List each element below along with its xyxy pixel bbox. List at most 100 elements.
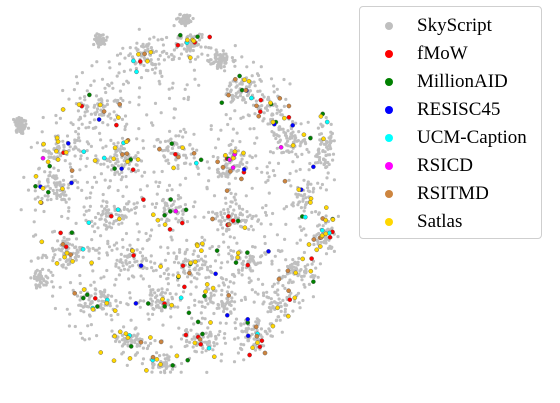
point-skyscript [265,214,268,217]
point-skyscript [171,82,174,85]
point-skyscript [42,116,45,119]
point-skyscript [204,255,207,258]
point-skyscript [99,292,102,295]
point-skyscript [239,322,242,325]
point-skyscript [166,218,169,221]
point-skyscript [127,209,130,212]
point-skyscript [233,338,236,341]
point-skyscript [169,292,172,295]
point-skyscript [184,88,187,91]
point-skyscript [260,222,263,225]
point-skyscript [185,239,188,242]
point-skyscript [288,82,291,85]
point-skyscript [252,228,255,231]
point-skyscript [278,297,281,300]
point-millionaid [187,311,191,315]
point-skyscript [225,113,228,116]
point-satlas [307,242,311,246]
point-satlas [40,240,44,244]
point-skyscript [193,200,196,203]
point-skyscript [178,248,181,251]
point-skyscript [131,264,134,267]
point-skyscript [319,262,322,265]
point-skyscript [323,162,326,165]
point-skyscript [69,281,72,284]
point-skyscript [158,80,161,83]
point-skyscript [43,170,46,173]
point-skyscript [204,299,207,302]
point-skyscript [180,44,183,47]
point-skyscript [129,296,132,299]
point-resisc45 [66,141,70,145]
point-skyscript [134,327,137,330]
point-skyscript [166,246,169,249]
point-skyscript [182,20,185,23]
point-skyscript [230,257,233,260]
point-skyscript [314,210,317,213]
point-skyscript [297,193,300,196]
point-skyscript [277,315,280,318]
point-skyscript [127,268,130,271]
point-skyscript [226,88,229,91]
point-skyscript [238,165,241,168]
legend-label-ucm-caption: UCM-Caption [417,127,527,149]
point-skyscript [166,189,169,192]
point-satlas [56,140,60,144]
point-satlas [151,213,155,217]
point-fmow [258,345,262,349]
point-skyscript [88,121,91,124]
point-skyscript [162,353,165,356]
point-skyscript [219,63,222,66]
point-skyscript [233,275,236,278]
point-skyscript [200,53,203,56]
point-skyscript [79,309,82,312]
point-skyscript [117,141,120,144]
point-skyscript [47,174,50,177]
point-skyscript [114,278,117,281]
point-skyscript [175,143,178,146]
point-skyscript [97,257,100,260]
point-skyscript [217,138,220,141]
point-skyscript [99,277,102,280]
point-skyscript [260,65,263,68]
point-skyscript [111,164,114,167]
point-skyscript [54,177,57,180]
point-ucm-caption [134,70,138,74]
point-skyscript [269,150,272,153]
point-skyscript [163,371,166,374]
point-skyscript [164,204,167,207]
point-skyscript [119,269,122,272]
point-skyscript [277,162,280,165]
point-skyscript [198,300,201,303]
point-skyscript [266,171,269,174]
point-skyscript [175,17,178,20]
point-satlas [271,120,275,124]
point-skyscript [98,252,101,255]
point-skyscript [194,58,197,61]
point-skyscript [77,304,80,307]
point-skyscript [308,283,311,286]
point-skyscript [172,58,175,61]
point-skyscript [56,239,59,242]
point-millionaid [215,249,219,253]
point-skyscript [184,203,187,206]
point-skyscript [290,150,293,153]
point-satlas [324,206,328,210]
point-skyscript [136,248,139,251]
point-skyscript [213,194,216,197]
point-skyscript [125,185,128,188]
point-skyscript [205,332,208,335]
point-skyscript [211,245,214,248]
point-skyscript [74,154,77,157]
point-skyscript [177,219,180,222]
point-skyscript [182,97,185,100]
point-satlas [41,186,45,190]
point-skyscript [69,145,72,148]
point-skyscript [178,13,181,16]
point-satlas [233,149,237,153]
point-skyscript [272,151,275,154]
point-skyscript [274,255,277,258]
point-skyscript [90,238,93,241]
point-skyscript [245,85,248,88]
point-skyscript [161,324,164,327]
